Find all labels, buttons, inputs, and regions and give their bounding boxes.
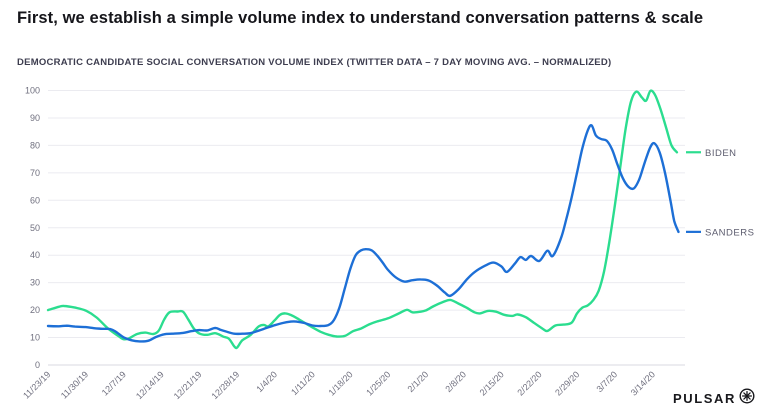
- x-axis-tick-label: 12/14/19: [134, 369, 166, 401]
- y-axis-tick-label: 0: [35, 360, 40, 370]
- y-axis-tick-label: 100: [25, 86, 40, 96]
- y-axis-tick-label: 70: [30, 168, 40, 178]
- page-title: First, we establish a simple volume inde…: [17, 9, 704, 27]
- y-axis-tick-label: 60: [30, 195, 40, 205]
- x-axis-tick-label: 2/22/20: [515, 369, 543, 397]
- chart-subtitle: DEMOCRATIC CANDIDATE SOCIAL CONVERSATION…: [17, 57, 612, 68]
- series-line-sanders: [46, 124, 680, 343]
- x-axis-tick-label: 1/4/20: [254, 369, 279, 394]
- x-axis-tick-label: 3/7/20: [594, 369, 619, 394]
- circled-asterisk-icon: [739, 388, 755, 404]
- y-axis-tick-label: 90: [30, 113, 40, 123]
- y-axis-tick-label: 20: [30, 305, 40, 315]
- x-axis-tick-label: 12/7/19: [100, 369, 128, 397]
- pulsar-logo-text: PULSAR: [672, 391, 736, 406]
- y-axis-tick-label: 10: [30, 333, 40, 343]
- x-axis-tick-label: 12/28/19: [210, 369, 242, 401]
- x-axis-tick-label: 11/30/19: [59, 369, 90, 400]
- x-axis-tick-label: 2/8/20: [443, 369, 468, 394]
- x-axis-tick-label: 3/14/20: [629, 369, 657, 397]
- legend-label-sanders: SANDERS: [705, 227, 754, 238]
- legend-label-biden: BIDEN: [705, 148, 737, 159]
- x-axis-tick-label: 12/21/19: [172, 369, 204, 401]
- x-axis-tick-label: 1/11/20: [289, 369, 317, 397]
- x-axis-tick-label: 1/25/20: [364, 369, 392, 397]
- x-axis-tick-label: 2/1/20: [406, 369, 431, 394]
- y-axis-tick-label: 40: [30, 250, 40, 260]
- y-axis-tick-label: 80: [30, 140, 40, 150]
- x-axis-tick-label: 1/18/20: [326, 369, 354, 397]
- x-axis-tick-label: 2/15/20: [478, 369, 506, 397]
- x-axis-tick-label: 2/29/20: [553, 369, 581, 397]
- series-line-biden: [46, 89, 679, 350]
- pulsar-logo: PULSAR: [673, 388, 755, 406]
- y-axis-tick-label: 30: [30, 278, 40, 288]
- x-axis-tick-label: 11/23/19: [21, 369, 52, 400]
- y-axis-tick-label: 50: [30, 223, 40, 233]
